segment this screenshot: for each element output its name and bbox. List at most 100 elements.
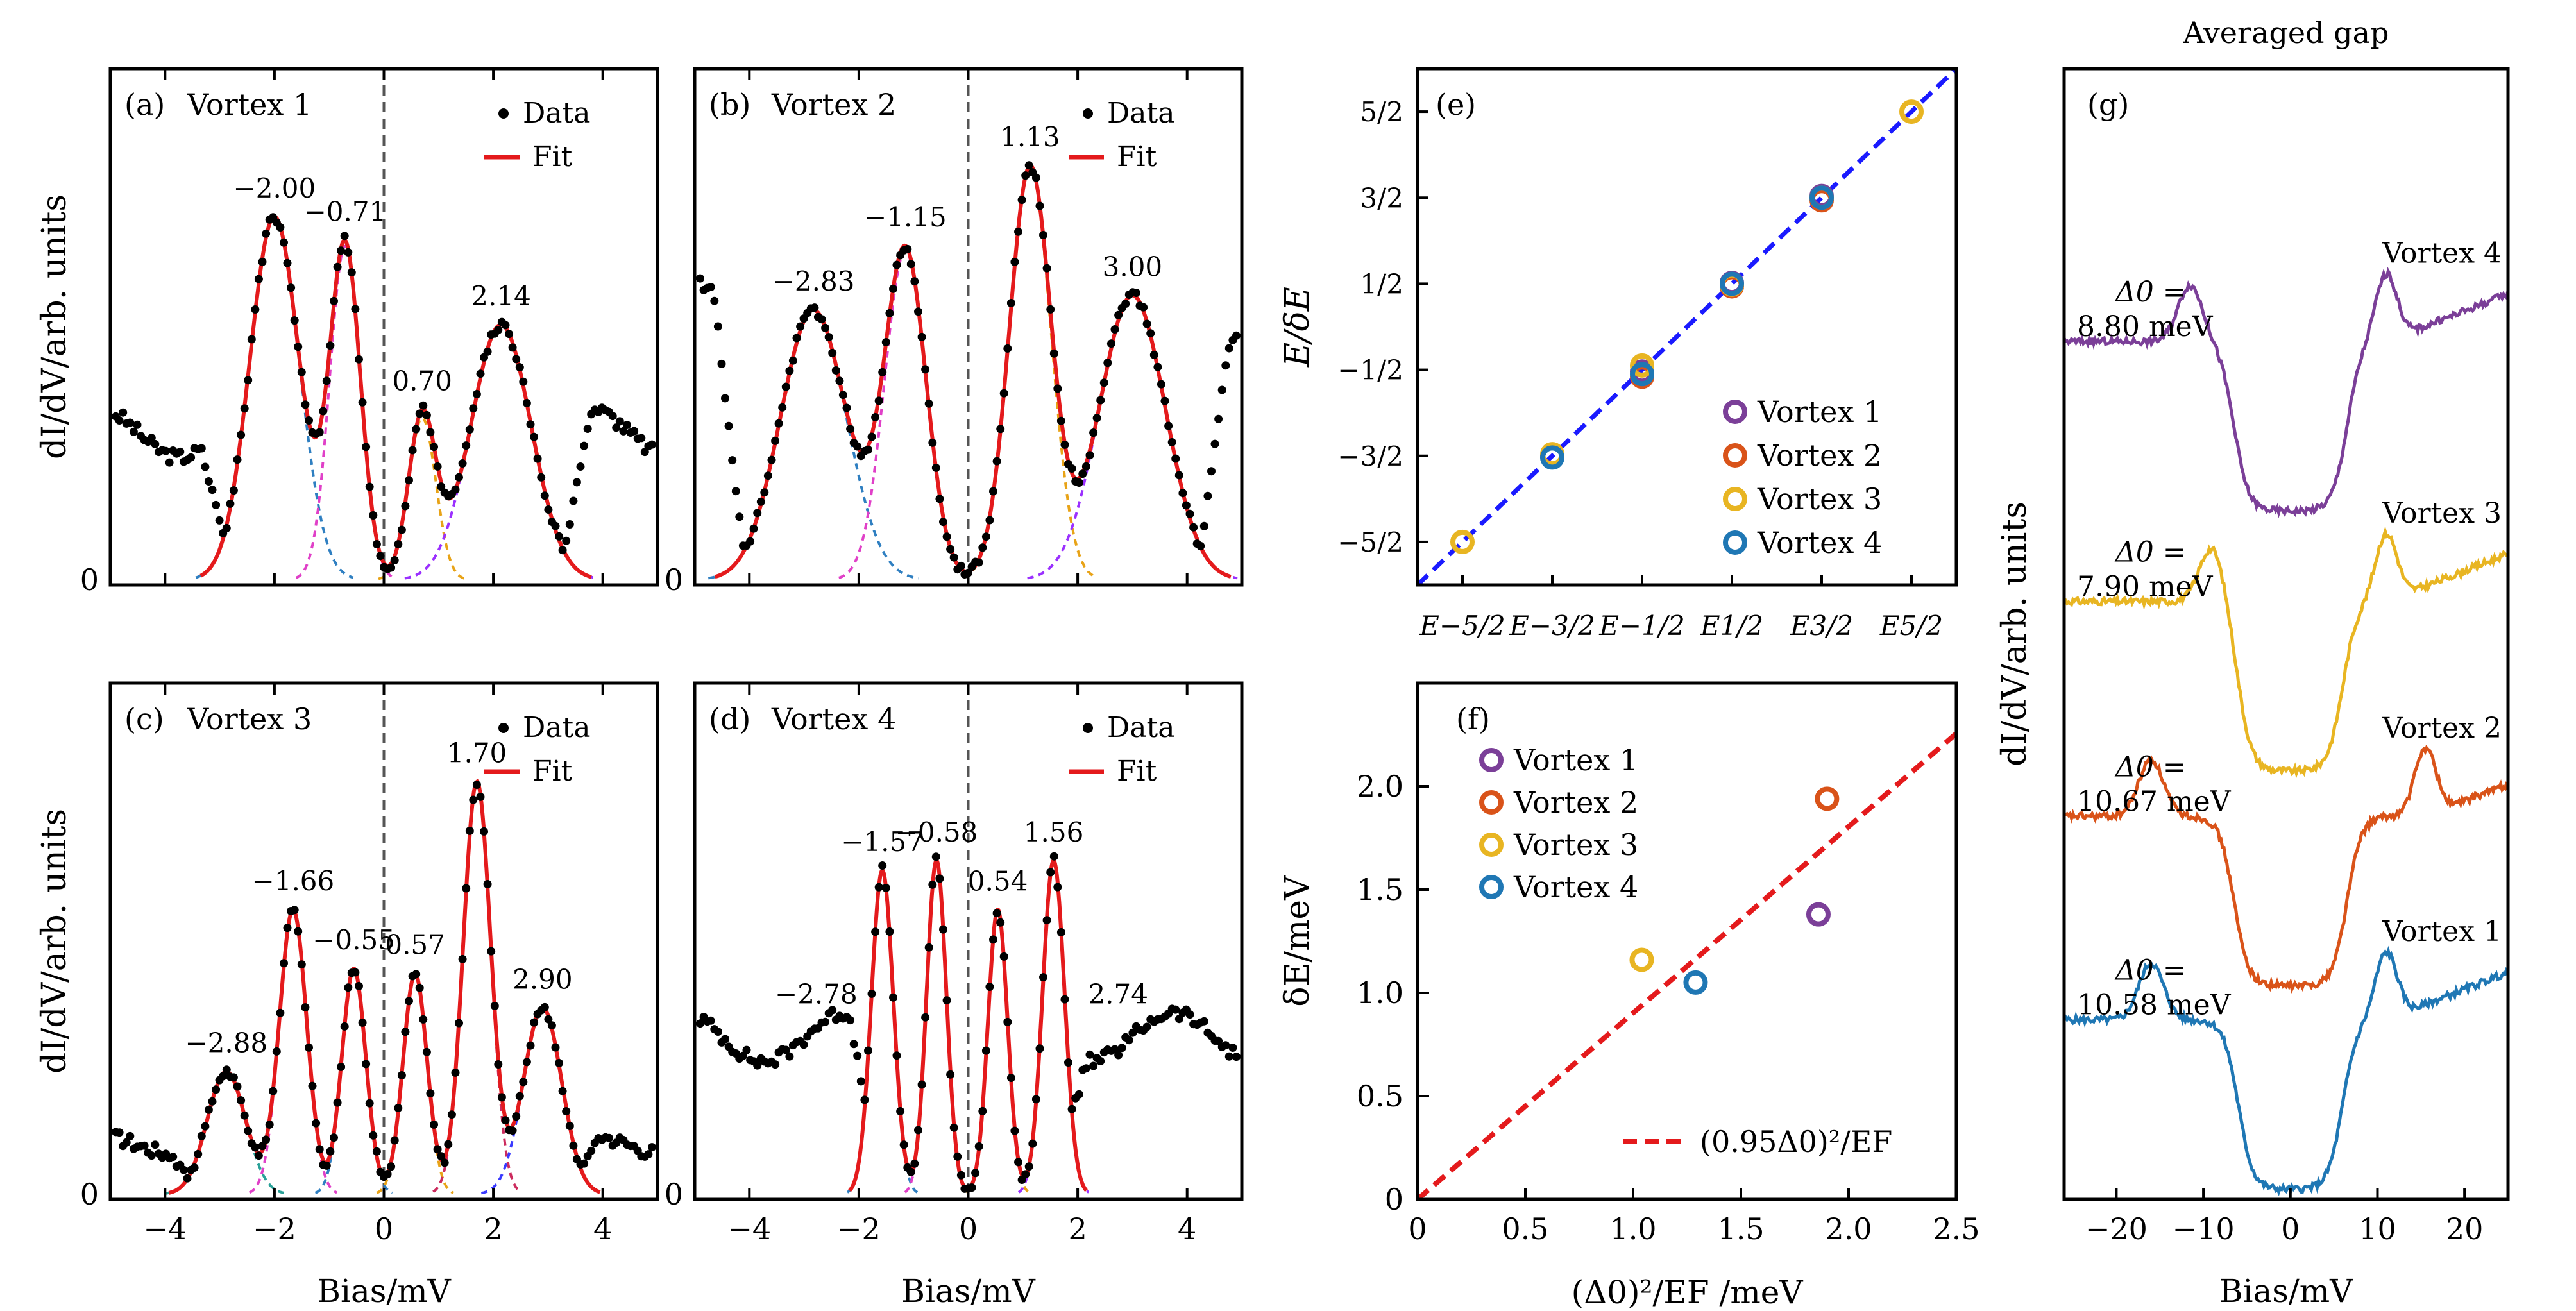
- data-point: [1060, 995, 1069, 1004]
- data-point: [1060, 440, 1069, 449]
- data-point: [569, 496, 578, 505]
- data-point: [412, 425, 421, 434]
- data-point: [347, 268, 356, 277]
- data-point: [1021, 171, 1030, 180]
- data-point: [615, 417, 624, 426]
- y-axis-label: dI/dV/arb. units: [1996, 502, 2034, 766]
- data-point: [251, 1143, 260, 1152]
- data-point: [580, 441, 589, 450]
- point-vortex-3: [1899, 99, 1924, 124]
- data-point: [394, 540, 403, 549]
- data-point: [244, 1126, 253, 1135]
- data-point: [842, 403, 851, 412]
- x-tick-label: 2.0: [1825, 1212, 1872, 1246]
- legend-fit-label: Fit: [532, 140, 573, 173]
- data-point: [437, 1152, 446, 1161]
- data-point: [508, 1126, 517, 1135]
- data-point: [533, 454, 542, 463]
- data-point: [939, 925, 947, 934]
- y-tick-label: 1.5: [1357, 872, 1403, 907]
- data-point: [433, 462, 442, 471]
- data-point: [451, 1068, 460, 1077]
- point-vortex-1: [1806, 902, 1831, 927]
- data-point: [978, 543, 987, 552]
- panel-b: −2.83 −1.15 1.13 3.00 (b) Vortex 2 Data Fit 0: [665, 69, 1241, 597]
- panel-label: (a): [124, 87, 165, 122]
- data-point: [1124, 1036, 1133, 1045]
- data-point: [426, 428, 435, 437]
- data-point: [540, 491, 549, 500]
- data-point: [931, 463, 940, 472]
- legend-label: Vortex 3: [1757, 482, 1882, 516]
- data-point: [351, 305, 360, 314]
- data-point: [204, 477, 213, 486]
- data-point: [889, 284, 897, 293]
- panel-label: (g): [2087, 87, 2129, 122]
- data-point: [1003, 344, 1012, 353]
- data-point: [419, 401, 428, 410]
- gap-curve-vortex-4: [2062, 267, 2510, 518]
- data-point: [422, 1047, 431, 1056]
- data-point: [1153, 362, 1162, 371]
- data-point: [992, 457, 1001, 466]
- data-point: [179, 1165, 188, 1174]
- data-point: [821, 1017, 830, 1026]
- data-point: [129, 427, 138, 436]
- data-point: [555, 1059, 564, 1067]
- data-point: [648, 440, 656, 449]
- y-tick-label: −5/2: [1337, 527, 1403, 558]
- data-point: [426, 1089, 435, 1098]
- y-tick-label: −1/2: [1337, 355, 1403, 386]
- data-point: [522, 1058, 531, 1067]
- data-point: [989, 487, 997, 496]
- data-point: [290, 316, 299, 325]
- peak-label-3: −0.55: [312, 924, 395, 956]
- data-point: [383, 1170, 392, 1178]
- data-point: [1049, 852, 1058, 861]
- component-curve-2: [838, 250, 972, 579]
- data-point: [1142, 319, 1151, 328]
- data-point: [212, 1085, 221, 1094]
- data-point: [728, 456, 737, 465]
- data-point: [512, 1112, 521, 1121]
- data-point: [444, 1140, 453, 1149]
- data-point: [330, 296, 338, 305]
- data-point: [305, 416, 313, 425]
- data-point: [1003, 1017, 1012, 1026]
- data-point: [1042, 916, 1051, 925]
- data-point: [871, 413, 880, 421]
- x-tick-label: 4: [1178, 1212, 1196, 1246]
- x-tick-label: E1/2: [1700, 610, 1763, 641]
- data-point: [280, 238, 288, 247]
- data-point: [881, 883, 890, 892]
- data-point: [201, 462, 210, 471]
- y-tick-label: 5/2: [1360, 96, 1403, 128]
- legend-label: Vortex 4: [1513, 870, 1638, 904]
- data-point: [1039, 231, 1047, 239]
- data-point: [796, 322, 805, 331]
- data-point: [208, 486, 217, 495]
- data-point: [1157, 380, 1165, 389]
- x-tick-label: 0: [1408, 1212, 1427, 1246]
- data-point: [115, 1128, 124, 1137]
- data-point: [1031, 173, 1040, 182]
- x-axis-label: (Δ0)²/EF /meV: [1572, 1274, 1804, 1311]
- y-tick-label: 1/2: [1360, 268, 1403, 300]
- data-point: [999, 952, 1008, 961]
- data-point: [308, 1081, 317, 1090]
- data-point: [1106, 339, 1115, 348]
- data-point: [981, 532, 990, 541]
- data-point: [914, 1126, 922, 1135]
- data-point: [1174, 1015, 1183, 1024]
- data-point: [846, 1016, 855, 1025]
- axes-frame: [108, 67, 659, 587]
- panel-a: −2.00−0.71 0.70 2.14 (a) Vortex 1 Data Fit 0 dI/…: [35, 69, 656, 597]
- data-point: [921, 365, 930, 374]
- data-point: [706, 1016, 715, 1025]
- component-curve-2: [904, 859, 969, 1194]
- data-point: [978, 1106, 987, 1115]
- panel-f: 0 0.5 1.0 1.5 2.0 2.5 0 0.5 1.0 1.5 2.0 Vortex 1 Vor…: [1278, 702, 1980, 1311]
- data-point: [365, 1099, 374, 1108]
- data-point: [412, 970, 421, 979]
